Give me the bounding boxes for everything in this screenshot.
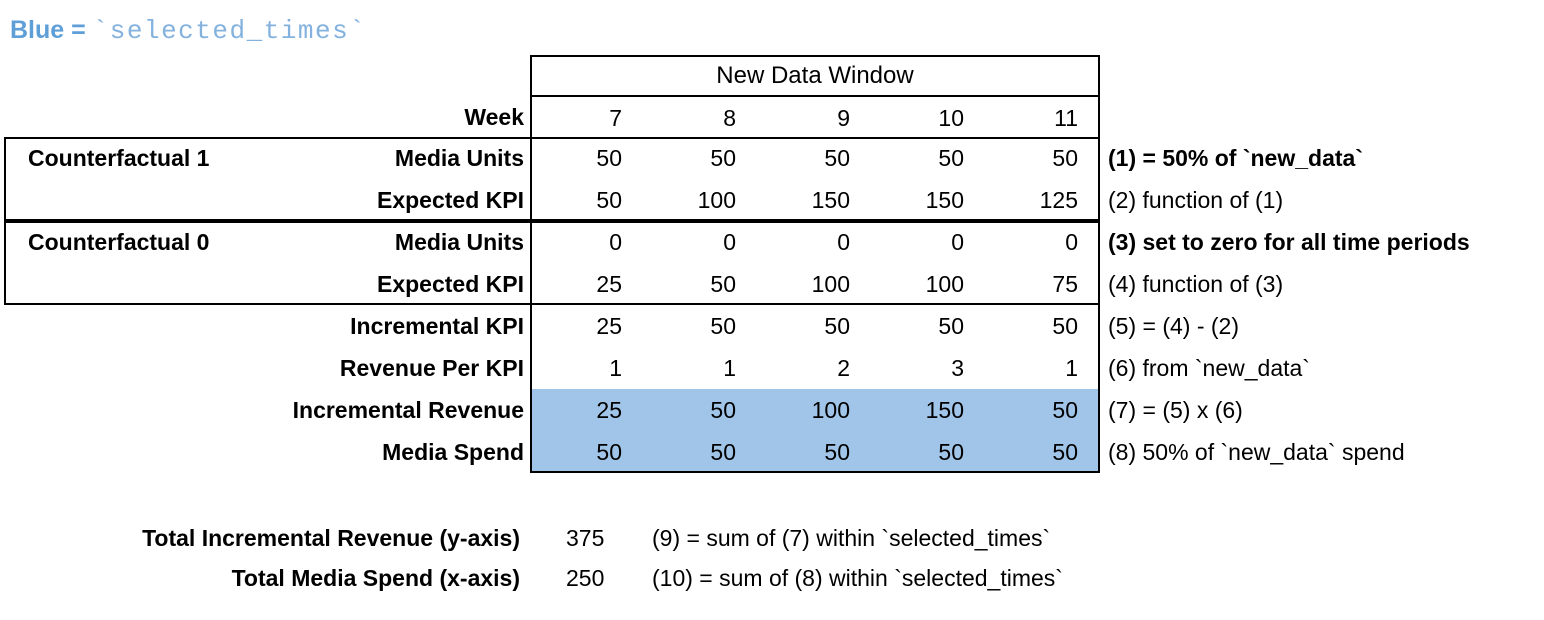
data-cell: 3 xyxy=(951,355,964,381)
row-note-6: (6) from `new_data` xyxy=(1108,355,1310,381)
data-cell: 50 xyxy=(710,145,736,171)
data-cell: 50 xyxy=(710,271,736,297)
data-cell: 50 xyxy=(710,439,736,465)
data-cell: 50 xyxy=(1052,145,1078,171)
counterfactual-1-box xyxy=(4,137,1100,221)
data-cell: 50 xyxy=(596,187,622,213)
legend-label: Blue = xyxy=(10,16,93,44)
group-label-counterfactual-0: Counterfactual 0 xyxy=(28,229,210,255)
data-cell: 0 xyxy=(837,229,850,255)
week-label: Week xyxy=(464,104,524,130)
data-cell: 50 xyxy=(938,313,964,339)
data-cell: 50 xyxy=(1052,313,1078,339)
data-cell: 125 xyxy=(1039,187,1078,213)
data-cell: 50 xyxy=(824,439,850,465)
data-cell: 75 xyxy=(1052,271,1078,297)
total-media-spend-value: 250 xyxy=(566,565,605,591)
row-label-incremental-revenue: Incremental Revenue xyxy=(292,397,524,423)
data-cell: 2 xyxy=(837,355,850,381)
row-note-5: (5) = (4) - (2) xyxy=(1108,313,1239,339)
row-label-media-spend: Media Spend xyxy=(382,439,524,465)
data-cell: 0 xyxy=(609,229,622,255)
data-cell: 50 xyxy=(1052,439,1078,465)
row-label-expected-kpi-cf0: Expected KPI xyxy=(377,271,524,297)
week-cell: 11 xyxy=(1054,105,1078,131)
data-cell: 0 xyxy=(1065,229,1078,255)
legend: Blue = `selected_times` xyxy=(10,12,366,52)
data-cell: 25 xyxy=(596,313,622,339)
data-cell: 150 xyxy=(925,187,964,213)
row-note-8: (8) 50% of `new_data` spend xyxy=(1108,439,1405,465)
counterfactual-0-box xyxy=(4,221,1100,305)
data-cell: 25 xyxy=(596,271,622,297)
row-label-media-units-cf1: Media Units xyxy=(394,145,524,171)
data-cell: 100 xyxy=(811,271,850,297)
row-label-revenue-per-kpi: Revenue Per KPI xyxy=(339,355,524,381)
data-cell: 0 xyxy=(951,229,964,255)
data-cell: 1 xyxy=(609,355,622,381)
data-cell: 100 xyxy=(811,397,850,423)
week-cell: 7 xyxy=(609,105,622,131)
window-header-box xyxy=(530,55,1100,97)
total-media-spend-note: (10) = sum of (8) within `selected_times… xyxy=(652,565,1063,591)
data-cell: 150 xyxy=(925,397,964,423)
data-cell: 50 xyxy=(824,145,850,171)
selected-times-highlight xyxy=(532,389,1098,471)
data-cell: 50 xyxy=(710,313,736,339)
data-cell: 50 xyxy=(938,145,964,171)
total-incremental-revenue-label: Total Incremental Revenue (y-axis) xyxy=(142,525,520,551)
week-cell: 9 xyxy=(837,105,850,131)
legend-code: `selected_times` xyxy=(92,16,367,46)
data-cell: 1 xyxy=(1065,355,1078,381)
data-cell: 50 xyxy=(596,439,622,465)
data-cell: 150 xyxy=(811,187,850,213)
row-note-1: (1) = 50% of `new_data` xyxy=(1108,145,1363,171)
row-note-3: (3) set to zero for all time periods xyxy=(1108,229,1470,255)
week-cell: 8 xyxy=(723,105,736,131)
data-cell: 100 xyxy=(697,187,736,213)
group-label-counterfactual-1: Counterfactual 1 xyxy=(28,145,210,171)
data-cell: 50 xyxy=(596,145,622,171)
row-note-7: (7) = (5) x (6) xyxy=(1108,397,1243,423)
row-label-expected-kpi-cf1: Expected KPI xyxy=(377,187,524,213)
data-cell: 25 xyxy=(596,397,622,423)
row-label-incremental-kpi: Incremental KPI xyxy=(350,313,524,339)
data-cell: 0 xyxy=(723,229,736,255)
total-incremental-revenue-value: 375 xyxy=(566,525,605,551)
data-cell: 50 xyxy=(824,313,850,339)
total-media-spend-label: Total Media Spend (x-axis) xyxy=(231,565,520,591)
data-cell: 1 xyxy=(723,355,736,381)
data-cell: 50 xyxy=(938,439,964,465)
total-incremental-revenue-note: (9) = sum of (7) within `selected_times` xyxy=(652,525,1051,551)
window-header: New Data Window xyxy=(716,62,914,89)
data-cell: 50 xyxy=(1052,397,1078,423)
week-cell: 10 xyxy=(938,105,964,131)
row-note-2: (2) function of (1) xyxy=(1108,187,1284,213)
row-note-4: (4) function of (3) xyxy=(1108,271,1284,297)
table-bottom-border xyxy=(530,471,1100,473)
data-cell: 50 xyxy=(710,397,736,423)
data-cell: 100 xyxy=(925,271,964,297)
row-label-media-units-cf0: Media Units xyxy=(394,229,524,255)
